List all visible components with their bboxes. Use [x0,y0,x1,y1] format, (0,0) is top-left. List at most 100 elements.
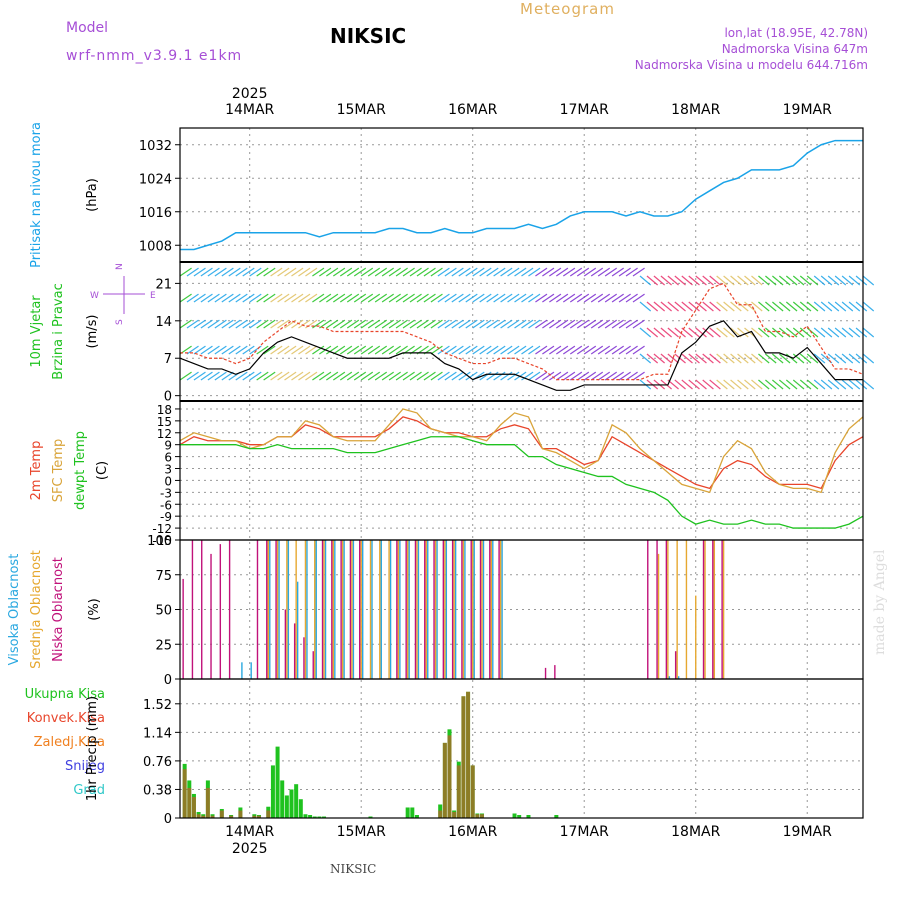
wind-speed-line [179,320,863,391]
y-tick-label: 14 [155,315,172,330]
wind-arrow [632,345,645,355]
wind-arrow [688,327,700,338]
wind-arrow [451,293,464,303]
wind-arrow [409,267,422,277]
precip-conv-bar [256,815,261,818]
day-label-bottom: 15MAR [337,824,386,840]
precip-conv-bar [466,691,471,818]
wind-arrow [235,371,248,381]
wind-arrow [535,319,548,329]
wind-arrow [193,371,206,381]
wind-arrow [625,319,638,329]
wind-arrow [618,319,631,329]
wind-arrow [214,345,227,355]
wind-arrow [681,275,693,286]
wind-arrow [346,319,360,329]
wind-arrow [367,345,381,355]
wind-arrow [751,379,763,390]
wind-arrow [249,371,262,381]
wind-arrow [332,267,346,277]
wind-arrows [179,267,875,390]
precip-conv-bar [210,815,215,818]
wind-arrow [479,371,492,381]
wind-arrow [583,293,597,303]
day-label-bottom: 18MAR [671,824,720,840]
wind-arrow [848,301,861,312]
wind-arrow [381,345,395,355]
wind-arrow [618,345,631,355]
wind-arrow [639,327,652,338]
precip-total-bar [270,765,275,818]
wind-arrow [590,319,604,329]
wind-arrow [305,267,318,277]
wind-arrow [737,379,749,390]
compass-s-label: S [115,319,125,325]
y-axis-unit: (%) [87,598,102,621]
y-tick-label: 1008 [139,239,172,254]
wind-arrow [695,353,707,364]
wind-arrow [576,371,590,381]
wind-arrow [193,345,206,355]
wind-gust-line [180,282,864,381]
y-tick-label: 1024 [139,172,172,187]
wind-arrow [207,371,220,381]
wind-arrow [179,267,192,277]
wind-arrow [667,301,679,312]
wind-arrow [716,353,728,364]
wind-arrow [730,301,742,312]
wind-arrow [479,267,492,277]
wind-arrow [528,267,541,277]
wind-arrow [639,301,652,312]
wind-arrow [562,371,576,381]
wind-arrow [813,301,826,312]
wind-arrow [430,267,443,277]
wind-arrow [576,345,590,355]
wind-arrow [639,353,652,364]
panel-frame [179,127,864,263]
wind-arrow [486,293,499,303]
wind-arrow [716,327,728,338]
wind-arrow [444,345,457,355]
wind-arrow [855,353,868,364]
wind-arrow [834,275,847,286]
y-tick-label: 21 [155,277,172,292]
wind-arrow [284,371,297,381]
y-axis-title: Visoka Oblacnost [7,554,22,666]
wind-arrow [200,345,213,355]
wind-arrow [799,353,812,364]
wind-arrow [521,319,534,329]
wind-arrow [291,267,304,277]
wind-arrow [353,267,367,277]
wind-arrow [709,275,721,286]
wind-arrow [339,293,353,303]
wind-arrow [346,267,360,277]
wind-arrow [339,319,353,329]
wind-arrow [256,319,269,329]
wind-arrow [813,275,826,286]
precip-conv-bar [461,696,466,818]
wind-arrow [263,267,276,277]
wind-arrow [381,267,395,277]
wind-arrow [332,319,346,329]
wind-arrow [709,379,721,390]
wind-arrow [653,353,666,364]
precip-conv-bar [229,815,234,818]
wind-arrow [772,353,784,364]
wind-arrow [339,345,353,355]
wind-arrow [688,379,700,390]
wind-arrow [326,345,339,355]
wind-arrow [444,319,457,329]
y-tick-label: 7 [164,352,172,367]
wind-arrow [277,267,290,277]
precip-total-bar [294,784,299,818]
wind-arrow [604,293,618,303]
wind-arrow [374,293,388,303]
day-label-top: 15MAR [337,102,386,118]
wind-arrow [681,301,693,312]
wind-arrow [256,267,269,277]
precip-conv-bar [438,810,443,818]
wind-arrow [472,267,485,277]
wind-arrow [611,371,624,381]
wind-arrow [458,293,471,303]
